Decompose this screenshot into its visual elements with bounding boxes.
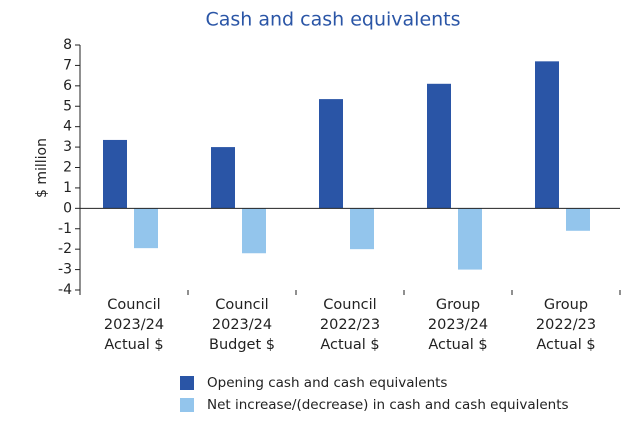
x-tick-label: Council	[107, 297, 160, 313]
chart-title: Cash and cash equivalents	[205, 9, 460, 31]
bar	[566, 208, 590, 231]
bar	[350, 208, 374, 250]
y-tick-label: 8	[63, 37, 72, 53]
legend-swatch	[180, 398, 194, 412]
y-tick-label: 1	[63, 180, 72, 196]
x-tick-label: 2023/24	[428, 317, 488, 333]
y-tick-label: 4	[63, 119, 72, 135]
x-tick-label: Group	[544, 297, 588, 313]
y-tick-label: 7	[63, 57, 72, 73]
x-tick-label: Group	[436, 297, 480, 313]
bar	[535, 61, 559, 209]
x-tick-label: Budget $	[209, 337, 275, 353]
bar	[458, 208, 482, 270]
bar	[134, 208, 158, 249]
bar	[319, 99, 343, 209]
x-tick-label: 2022/23	[320, 317, 380, 333]
y-tick-label: -4	[58, 282, 72, 298]
x-tick-label: Council	[215, 297, 268, 313]
y-tick-label: 2	[63, 160, 72, 176]
y-tick-label: 5	[63, 98, 72, 114]
y-tick-label: 6	[63, 78, 72, 94]
x-tick-label: 2023/24	[212, 317, 272, 333]
y-tick-label: 3	[63, 139, 72, 155]
y-tick-label: 0	[63, 200, 72, 216]
x-tick-label: Council	[323, 297, 376, 313]
x-tick-label: 2023/24	[104, 317, 164, 333]
legend-swatch	[180, 376, 194, 390]
bar	[211, 147, 235, 209]
y-axis-label: $ million	[34, 138, 50, 198]
x-tick-label: Actual $	[428, 337, 487, 353]
x-tick-label: Actual $	[320, 337, 379, 353]
y-tick-label: -1	[58, 221, 72, 237]
y-tick-label: -3	[58, 262, 72, 278]
bar	[242, 208, 266, 254]
bar	[103, 139, 127, 209]
legend-label: Opening cash and cash equivalents	[207, 375, 447, 391]
x-tick-label: Actual $	[536, 337, 595, 353]
bar	[427, 83, 451, 209]
y-tick-label: -2	[58, 241, 72, 257]
x-tick-label: Actual $	[104, 337, 163, 353]
legend-label: Net increase/(decrease) in cash and cash…	[207, 397, 569, 413]
x-tick-label: 2022/23	[536, 317, 596, 333]
